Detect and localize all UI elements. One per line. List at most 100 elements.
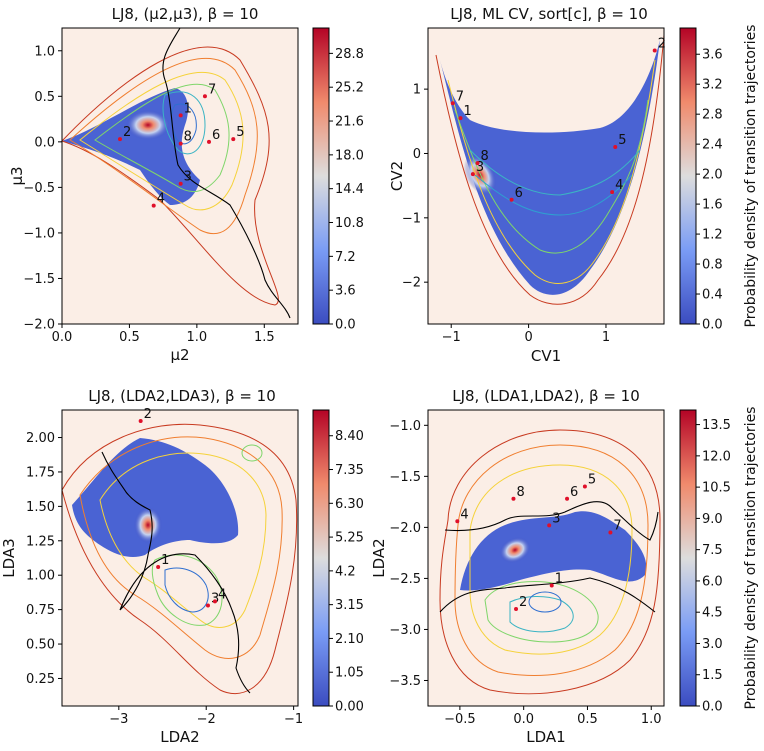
contour-line [509,596,574,633]
colorbar-tick-label: 2.8 [702,108,723,123]
x-tick-label: −2 [197,712,216,727]
state-point [514,607,519,612]
y-axis-label: LDA3 [0,538,18,577]
state-point [206,139,211,144]
contour-line [439,429,661,695]
y-tick-label: −1.0 [389,419,421,434]
contour-line [164,567,209,613]
contour-line [528,591,562,613]
colorbar-label: Probability density of transition trajec… [743,25,759,328]
y-axis-label: LDA2 [370,538,388,577]
x-tick-label: −0.5 [444,712,476,727]
colorbar-tick-label: 12.0 [702,449,731,464]
y-tick-label: −2 [402,276,421,291]
contour-line [474,174,633,216]
contour-line [79,436,283,659]
y-axis-label: CV2 [388,161,406,191]
colorbar-tick-label: 28.8 [335,47,364,62]
colorbar-tick-label: 7.2 [335,250,356,265]
y-tick-label: 0.0 [34,135,55,150]
x-tick-label: 0.0 [52,330,73,345]
panel-ml-cv: LJ8, ML CV, sort[c], β = 10 −1 0 1 −2 −1 0 1 … [388,5,759,365]
y-tick-label: 1.00 [26,569,55,584]
state-label: 5 [588,473,596,488]
state-point [475,161,480,166]
colorbar-tick-label: 3.2 [702,78,723,93]
colorbar-tick-label: 4.2 [335,564,356,579]
state-point [652,48,657,53]
colorbar-tick-label: 18.0 [335,148,364,163]
density-region [440,40,660,295]
state-point [202,94,207,99]
plot-area [427,409,665,707]
state-point [178,181,183,186]
colorbar-tick-label: 10.8 [335,216,364,231]
colorbar-tick-label: 21.6 [335,115,364,130]
state-point [565,496,570,501]
colorbar-tick-label: 1.05 [335,666,364,681]
state-label: 3 [184,170,192,185]
colorbar-tick-label: 1.5 [702,668,723,683]
contour-line [61,423,298,695]
state-label: 2 [123,125,131,140]
state-point [178,141,183,146]
colorbar-tick-label: 3.15 [335,598,364,613]
state-label: 2 [144,407,152,422]
colorbar-tick-label: 9.0 [702,512,723,527]
y-tick-label: −1.5 [389,470,421,485]
contour-line [162,91,206,155]
colorbar-tick-label: 6.0 [702,574,723,589]
plot-area [427,27,665,325]
state-label: 8 [184,130,192,145]
x-axis: −1 0 1 [442,324,610,345]
state-point [138,419,143,424]
contours [435,34,665,305]
colorbar-tick-label: 0.00 [335,700,364,715]
state-point [582,484,587,489]
plot-frame [61,409,299,707]
state-label: 5 [618,133,626,148]
x-axis: −0.5 0.0 0.5 1.0 [444,706,662,727]
state-label: 6 [515,186,523,201]
contour-line [484,581,599,643]
contour-line [454,99,649,254]
colorbar-tick-label: 13.5 [702,418,731,433]
density-region [460,511,647,591]
colorbar-tick-label: 6.30 [335,497,364,512]
colorbar-tick-label: 2.0 [702,168,723,183]
colorbar: 0.0 0.4 0.8 1.2 1.6 2.0 2.4 2.8 3.2 3.6 [679,27,723,333]
state-label: 7 [613,518,621,533]
panel-mu2-mu3: LJ8, (μ2,μ3), β = 10 0.0 0.5 1.0 1.5 −2.0 −1… [8,5,364,364]
state-label: 5 [236,125,244,140]
y-tick-label: 1.75 [26,465,55,480]
x-axis: 0.0 0.5 1.0 1.5 [52,324,275,345]
contour-line [69,58,258,235]
plot-frame [61,27,299,325]
colorbar-tick-label: 0.0 [335,318,356,333]
state-point [608,530,613,535]
colorbar-tick-label: 2.4 [702,138,723,153]
y-tick-label: −0.5 [23,181,55,196]
colorbar-tick-label: 1.2 [702,228,723,243]
y-tick-label: 1.25 [26,534,55,549]
colorbar-tick-label: 25.2 [335,81,364,96]
contour-line [99,452,267,628]
state-label: 4 [218,587,226,602]
state-point [212,599,217,604]
colorbar-tick-label: 3.0 [702,637,723,652]
x-tick-label: 0.5 [119,330,140,345]
contour-line [79,71,244,211]
y-tick-label: 1.50 [26,500,55,515]
x-tick-label: −3 [109,712,128,727]
state-label: 7 [208,82,216,97]
state-point [458,116,463,121]
state-label: 2 [658,37,666,52]
state-point [549,583,554,588]
y-tick-label: 0 [413,147,421,162]
state-point [613,145,618,150]
state-point [205,603,210,608]
contour-line [447,59,656,284]
